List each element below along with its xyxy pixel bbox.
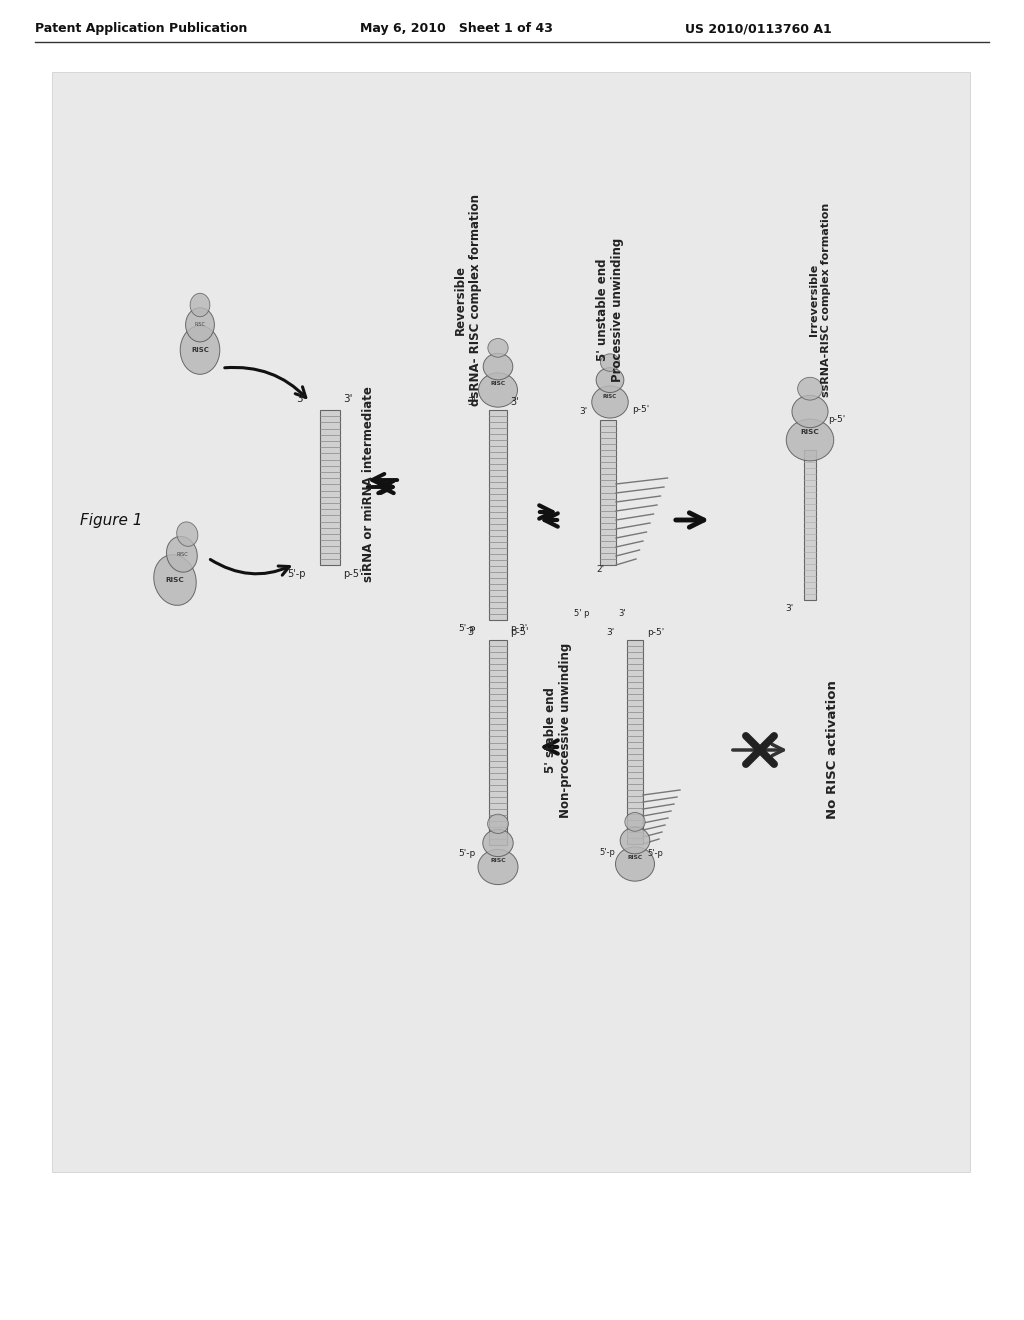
Ellipse shape	[600, 354, 620, 371]
Ellipse shape	[798, 378, 822, 400]
Text: RISC: RISC	[191, 347, 209, 352]
Text: US 2010/0113760 A1: US 2010/0113760 A1	[685, 22, 831, 36]
Bar	[489, 411, 507, 620]
Ellipse shape	[478, 372, 517, 407]
Ellipse shape	[621, 828, 650, 854]
Text: p-5': p-5'	[510, 627, 528, 638]
Text: 3': 3'	[297, 393, 306, 404]
Text: RISC: RISC	[628, 855, 643, 861]
Text: 3': 3'	[618, 609, 626, 618]
Ellipse shape	[786, 418, 834, 461]
Text: RISC: RISC	[176, 552, 187, 557]
Text: 5' unstable end
Processive unwinding: 5' unstable end Processive unwinding	[596, 238, 624, 381]
Ellipse shape	[596, 368, 624, 392]
Text: 5'-p: 5'-p	[599, 847, 615, 857]
FancyBboxPatch shape	[52, 73, 970, 1172]
Text: Patent Application Publication: Patent Application Publication	[35, 22, 248, 36]
Text: May 6, 2010   Sheet 1 of 43: May 6, 2010 Sheet 1 of 43	[360, 22, 553, 36]
Text: Figure 1: Figure 1	[80, 512, 142, 528]
Bar	[804, 450, 816, 601]
Ellipse shape	[478, 849, 518, 884]
Text: 3': 3'	[580, 407, 588, 416]
Bar	[489, 640, 507, 845]
Text: 3': 3'	[467, 627, 476, 638]
Bar	[319, 411, 340, 565]
Ellipse shape	[483, 354, 513, 380]
Text: 3': 3'	[343, 393, 352, 404]
Text: RISC: RISC	[166, 577, 184, 583]
Text: 3': 3'	[785, 605, 794, 612]
Text: 3': 3'	[607, 628, 615, 638]
Ellipse shape	[625, 813, 645, 832]
Text: p-5': p-5'	[828, 416, 845, 425]
Ellipse shape	[180, 326, 220, 375]
Ellipse shape	[487, 814, 508, 833]
Text: RISC: RISC	[490, 381, 506, 387]
Text: No RISC activation: No RISC activation	[825, 681, 839, 820]
Ellipse shape	[185, 308, 214, 342]
Text: 5' stable end
Non-processive unwinding: 5' stable end Non-processive unwinding	[544, 643, 572, 817]
Ellipse shape	[487, 338, 508, 358]
Ellipse shape	[154, 554, 197, 606]
Ellipse shape	[482, 829, 513, 857]
Text: 5'-p: 5'-p	[647, 849, 663, 858]
Text: RISC: RISC	[490, 858, 506, 863]
Text: 5'-p: 5'-p	[459, 849, 476, 858]
Text: Irreversible
ssRNA-RISC complex formation: Irreversible ssRNA-RISC complex formatio…	[809, 203, 830, 397]
Text: RISC: RISC	[801, 429, 819, 436]
Text: p-5': p-5'	[343, 569, 361, 579]
Bar	[627, 640, 643, 843]
Text: 5' p: 5' p	[574, 609, 590, 618]
Text: p-5': p-5'	[632, 405, 649, 414]
Text: 3': 3'	[510, 397, 518, 407]
Text: p-5': p-5'	[647, 628, 665, 638]
Ellipse shape	[592, 385, 629, 418]
Text: p-3': p-3'	[510, 624, 527, 634]
Ellipse shape	[615, 847, 654, 882]
Ellipse shape	[167, 536, 198, 572]
Ellipse shape	[177, 521, 198, 546]
Text: 2': 2'	[596, 565, 604, 573]
Ellipse shape	[792, 396, 828, 428]
Text: Reversible
dsRNA- RISC complex formation: Reversible dsRNA- RISC complex formation	[454, 194, 482, 407]
Text: siRNA or miRNA intermediate: siRNA or miRNA intermediate	[362, 385, 375, 582]
Bar	[600, 420, 616, 565]
Text: 5'-p: 5'-p	[459, 624, 476, 634]
Text: RISC: RISC	[603, 393, 617, 399]
Text: RISC: RISC	[195, 322, 206, 327]
Text: 3': 3'	[467, 397, 476, 407]
Text: 5'-p: 5'-p	[288, 569, 306, 579]
Ellipse shape	[190, 293, 210, 317]
